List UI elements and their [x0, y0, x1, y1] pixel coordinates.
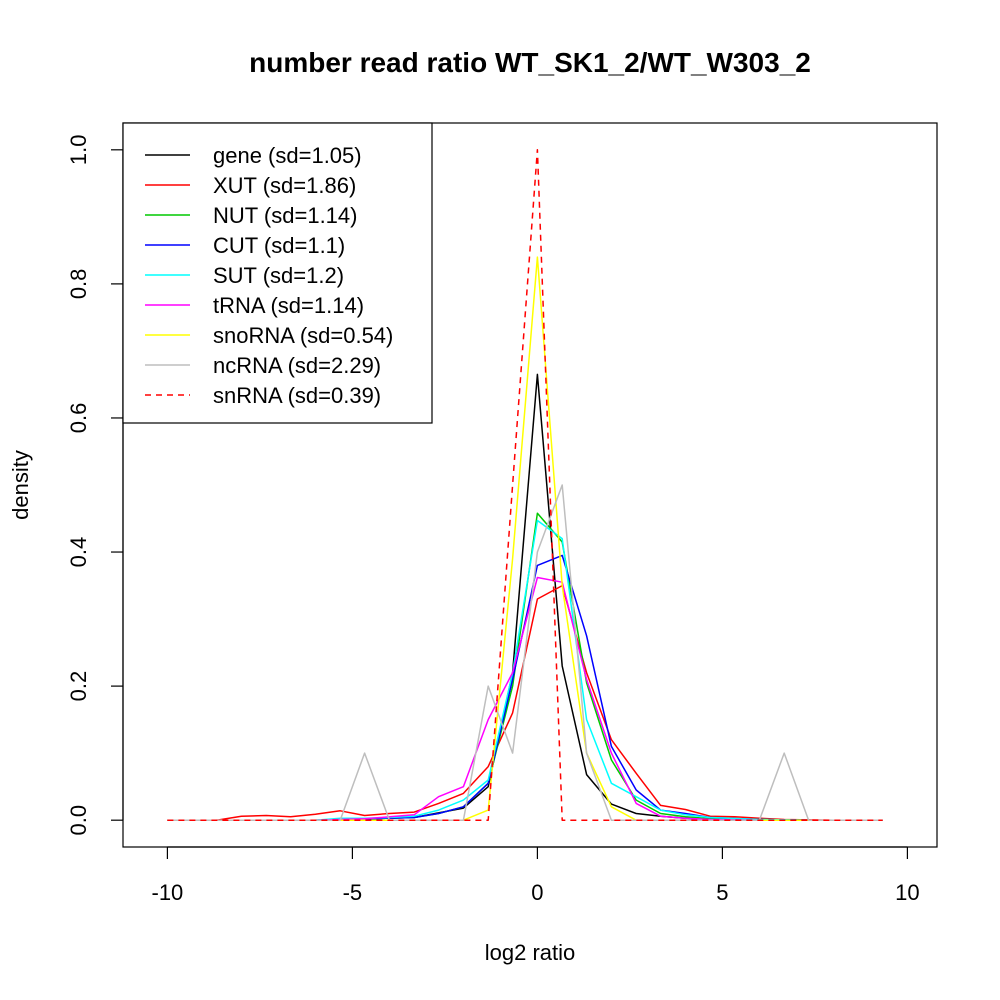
legend-label-6: snoRNA (sd=0.54)	[213, 323, 393, 348]
legend-label-5: tRNA (sd=1.14)	[213, 293, 364, 318]
x-tick-label: -10	[152, 880, 184, 905]
series-line-5	[167, 576, 883, 821]
legend-label-1: XUT (sd=1.86)	[213, 173, 356, 198]
legend: gene (sd=1.05) XUT (sd=1.86) NUT (sd=1.14)…	[122, 122, 433, 424]
y-axis: 0.0 0.2 0.4 0.6 0.8 1.0	[66, 135, 124, 836]
x-tick-label: -5	[343, 880, 363, 905]
legend-label-7: ncRNA (sd=2.29)	[213, 353, 381, 378]
y-axis-label: density	[8, 450, 33, 520]
series-line-8	[167, 149, 883, 821]
y-tick-label: 0.6	[66, 403, 91, 434]
legend-label-8: snRNA (sd=0.39)	[213, 383, 381, 408]
legend-label-2: NUT (sd=1.14)	[213, 203, 357, 228]
legend-label-4: SUT (sd=1.2)	[213, 263, 344, 288]
series-layer	[167, 149, 883, 821]
x-axis: -10 -5 0 5 10	[152, 846, 920, 905]
y-tick-label: 1.0	[66, 135, 91, 166]
series-line-1	[167, 584, 883, 821]
legend-box	[122, 122, 433, 424]
series-line-2	[167, 512, 883, 821]
legend-label-3: CUT (sd=1.1)	[213, 233, 345, 258]
x-axis-label: log2 ratio	[485, 940, 576, 965]
x-tick-label: 0	[531, 880, 543, 905]
chart-title: number read ratio WT_SK1_2/WT_W303_2	[249, 47, 811, 78]
x-tick-label: 5	[716, 880, 728, 905]
x-tick-label: 10	[895, 880, 919, 905]
legend-label-0: gene (sd=1.05)	[213, 143, 362, 168]
series-line-7	[167, 484, 883, 821]
y-tick-label: 0.8	[66, 269, 91, 300]
y-tick-label: 0.4	[66, 537, 91, 568]
y-tick-label: 0.0	[66, 805, 91, 836]
y-tick-label: 0.2	[66, 671, 91, 702]
